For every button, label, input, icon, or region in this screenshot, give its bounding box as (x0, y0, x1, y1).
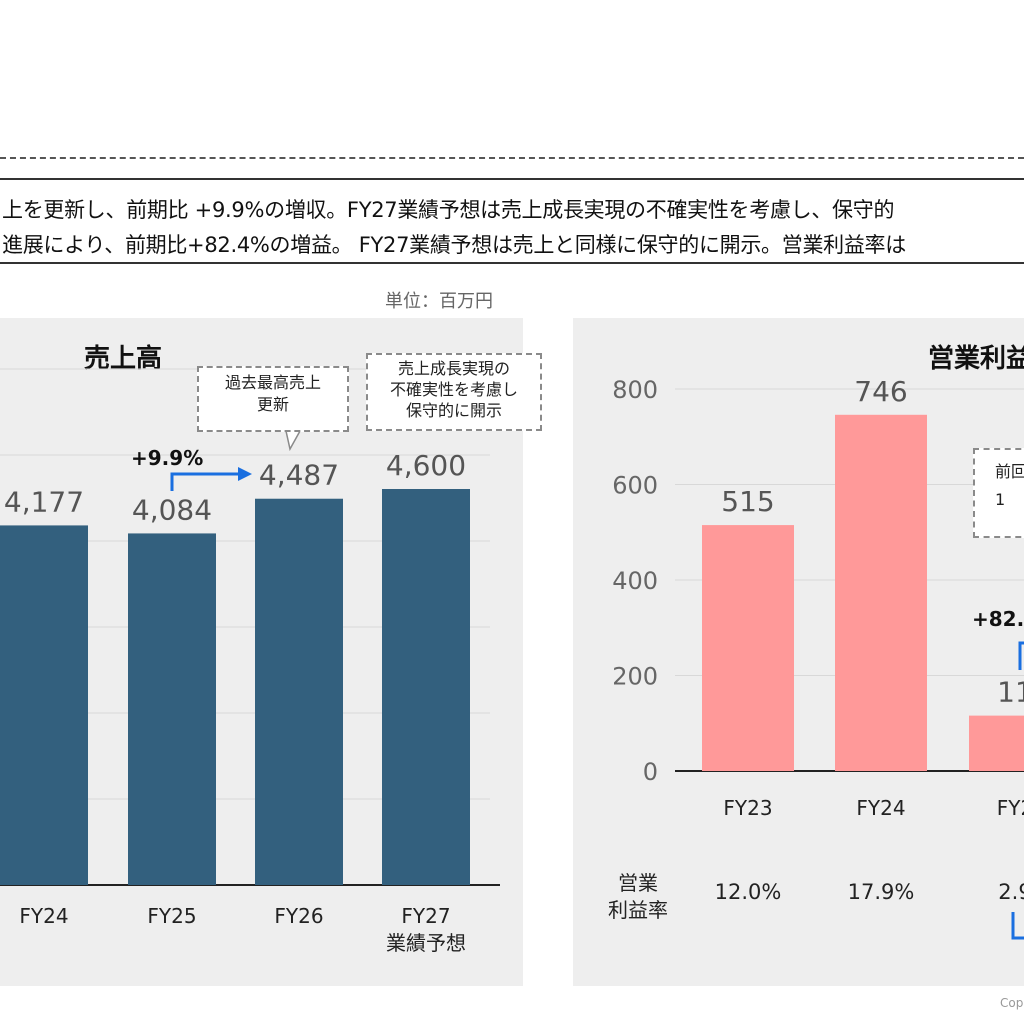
summary-line-1: 上を更新し、前期比 +9.9%の増収。FY27業績予想は売上成長実現の不確実性を… (2, 198, 895, 222)
op-y-tick-label: 0 (643, 758, 658, 786)
sales-category-label: FY24 (19, 904, 68, 928)
op-value-label: 11 (997, 676, 1024, 709)
callout-record-tail (285, 430, 302, 452)
sales-value-label: 4,487 (259, 459, 339, 492)
callout-record-sales: 過去最高売上 更新 (197, 366, 349, 432)
sales-bar-FY25 (128, 533, 216, 885)
copyright: Cop (1000, 996, 1024, 1010)
op-margin-arrow (1011, 912, 1024, 940)
unit-label: 単位：百万円 (385, 291, 493, 312)
header-divider (0, 157, 1024, 159)
op-margin-label: 営業 (618, 871, 658, 895)
sales-growth-label: +9.9% (131, 446, 204, 470)
op-y-tick-label: 600 (612, 472, 658, 500)
op-value-label: 515 (721, 485, 774, 518)
sales-category-label: FY27 (401, 904, 450, 928)
op-bar-FY24 (835, 414, 927, 771)
op-margin-value: 12.0% (715, 880, 782, 904)
op-bar-FY2 (969, 715, 1024, 771)
op-category-label: FY2 (997, 796, 1024, 820)
op-chart-title: 営業利益 (928, 344, 1024, 374)
sales-bar-FY24 (0, 525, 88, 885)
op-margin-label: 利益率 (608, 898, 668, 922)
op-category-label: FY24 (856, 796, 905, 820)
summary-box: 上を更新し、前期比 +9.9%の増収。FY27業績予想は売上成長実現の不確実性を… (0, 178, 1024, 264)
callout-forecast: 売上成長実現の 不確実性を考慮し 保守的に開示 (366, 353, 542, 431)
callout-record-text: 過去最高売上 更新 (224, 373, 321, 414)
sales-bar-FY27 (382, 489, 470, 885)
op-bar-FY23 (702, 525, 794, 771)
op-y-tick-label: 200 (612, 663, 658, 691)
op-margin-value: 2.9 (998, 880, 1024, 904)
sales-bar-FY26 (255, 498, 343, 885)
op-value-label: 746 (854, 375, 907, 408)
sales-category-label: FY26 (274, 904, 323, 928)
op-y-tick-label: 800 (612, 376, 658, 404)
sales-value-label: 4,600 (386, 449, 466, 482)
callout-forecast-text: 売上成長実現の 不確実性を考慮し 保守的に開示 (389, 359, 518, 420)
sales-value-label: 4,177 (4, 485, 84, 518)
sales-growth-arrowhead (238, 467, 252, 481)
sales-growth-arrow (170, 472, 238, 491)
callout-op-partial-text: 前回 1 (995, 462, 1024, 509)
callout-op-partial: 前回 1 (973, 448, 1024, 538)
sales-category-label: 業績予想 (386, 931, 466, 955)
op-margin-value: 17.9% (848, 880, 915, 904)
op-growth-arrow (1018, 641, 1024, 670)
sales-category-label: FY25 (147, 904, 196, 928)
op-category-label: FY23 (723, 796, 772, 820)
op-y-tick-label: 400 (612, 567, 658, 595)
sales-value-label: 4,084 (132, 493, 212, 526)
operating-income-panel (573, 318, 1024, 986)
op-growth-label: +82. (972, 607, 1024, 631)
summary-line-2: 進展により、前期比+82.4%の増益。 FY27業績予想は売上と同様に保守的に開… (2, 233, 906, 257)
